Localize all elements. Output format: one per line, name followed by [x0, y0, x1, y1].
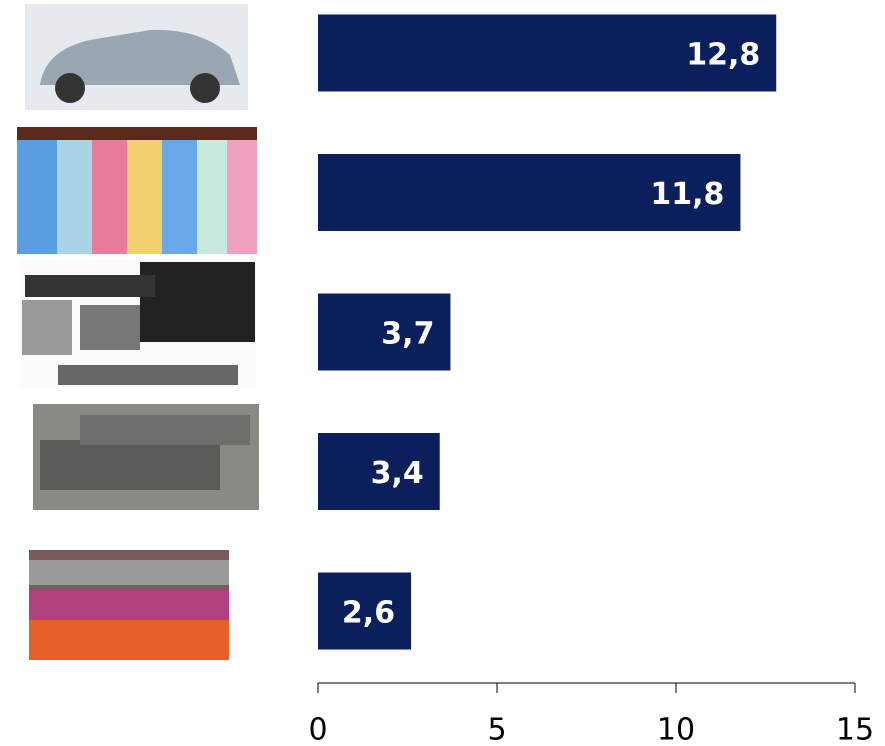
x-tick-label: 10	[657, 713, 695, 746]
x-tick-label: 0	[308, 713, 327, 746]
x-tick-label: 5	[487, 713, 506, 746]
car-image	[25, 4, 248, 110]
bar	[318, 154, 741, 231]
bar	[318, 433, 440, 510]
shirts-image	[17, 127, 257, 254]
value-label: 2,6	[342, 596, 395, 631]
value-label: 12,8	[686, 38, 760, 73]
fabrics-image	[29, 550, 229, 660]
category-images	[17, 4, 259, 660]
bar	[318, 293, 451, 371]
value-label: 3,7	[381, 317, 434, 352]
x-tick-label: 15	[836, 713, 874, 746]
blocks-image	[33, 404, 259, 510]
bar	[318, 14, 777, 92]
value-label: 3,4	[371, 456, 424, 491]
bar	[318, 572, 412, 650]
value-label: 11,8	[650, 177, 724, 212]
electronics-image	[20, 260, 256, 388]
